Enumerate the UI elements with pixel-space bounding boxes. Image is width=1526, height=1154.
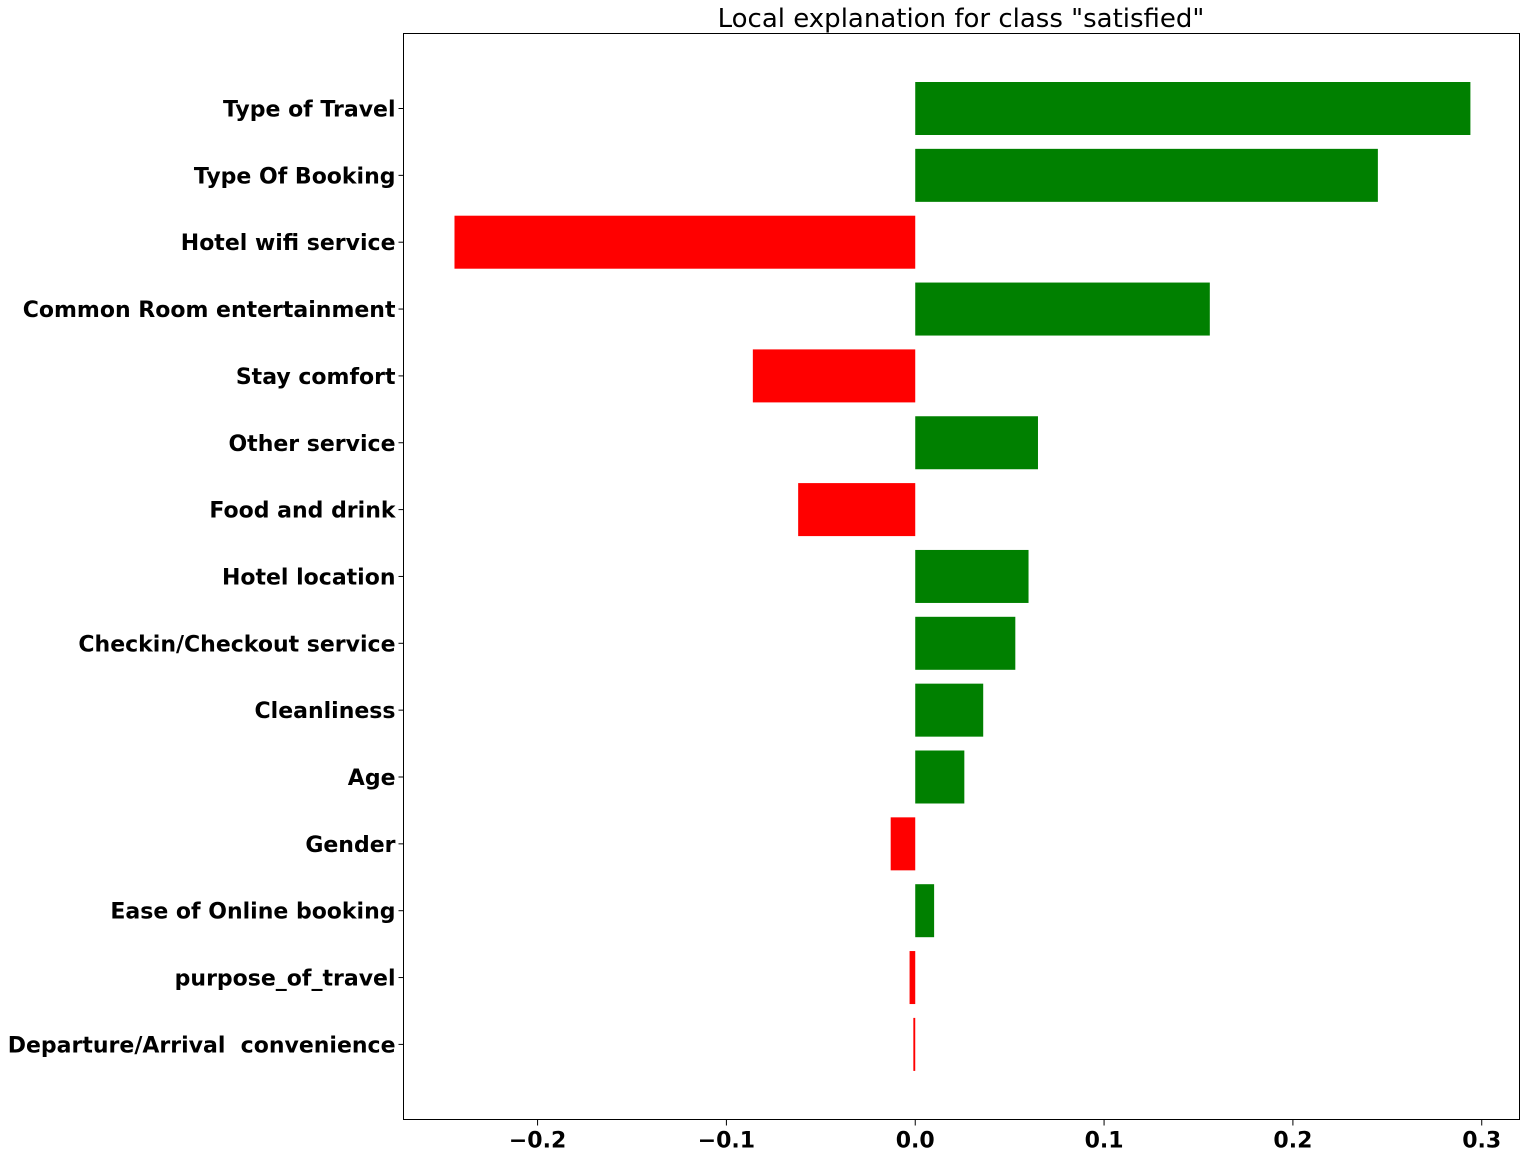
bar bbox=[752, 349, 916, 403]
bar bbox=[915, 750, 965, 804]
bar bbox=[915, 616, 1016, 670]
y-tick-label: Food and drink bbox=[209, 499, 396, 524]
bars bbox=[454, 82, 1471, 1071]
y-tick-label: Hotel wifi service bbox=[181, 231, 396, 256]
y-tick-label: Cleanliness bbox=[255, 699, 396, 724]
bar bbox=[798, 483, 916, 537]
bar bbox=[915, 884, 935, 938]
y-axis: Type of Travel Type Of Booking Hotel wifi … bbox=[8, 98, 404, 1058]
bar bbox=[890, 817, 916, 871]
x-tick-label: 0.3 bbox=[1462, 1129, 1501, 1154]
bar bbox=[915, 416, 1038, 470]
y-tick-label: Ease of Online booking bbox=[110, 900, 395, 925]
x-tick-label: 0.0 bbox=[896, 1129, 935, 1154]
x-tick-label: 0.2 bbox=[1273, 1129, 1312, 1154]
bar bbox=[915, 282, 1210, 336]
bar bbox=[915, 549, 1029, 603]
bar bbox=[909, 951, 916, 1005]
x-axis: −0.2 −0.1 0.0 0.1 0.2 0.3 bbox=[509, 1119, 1501, 1154]
y-tick-label: Stay comfort bbox=[236, 365, 396, 390]
chart-title: Local explanation for class "satisfied" bbox=[718, 4, 1205, 34]
x-tick-label: −0.1 bbox=[698, 1129, 755, 1154]
bar bbox=[915, 82, 1471, 135]
bar bbox=[915, 148, 1378, 202]
bar bbox=[454, 215, 916, 269]
plot-frame bbox=[403, 33, 1520, 1120]
y-tick-label: purpose_of_travel bbox=[175, 967, 396, 992]
y-tick-label: Other service bbox=[228, 432, 395, 457]
y-tick-label: Gender bbox=[305, 833, 395, 858]
bar bbox=[915, 683, 984, 737]
y-tick-label: Common Room entertainment bbox=[23, 298, 396, 323]
y-tick-label: Age bbox=[348, 766, 396, 791]
y-tick-label: Type of Travel bbox=[223, 98, 396, 123]
y-tick-label: Departure/Arrival convenience bbox=[8, 1033, 396, 1058]
y-tick-label: Checkin/Checkout service bbox=[78, 632, 395, 657]
bar bbox=[913, 1017, 916, 1071]
x-tick-label: −0.2 bbox=[509, 1129, 566, 1154]
y-tick-label: Type Of Booking bbox=[194, 164, 396, 189]
x-tick-label: 0.1 bbox=[1085, 1129, 1124, 1154]
y-tick-label: Hotel location bbox=[222, 565, 396, 590]
